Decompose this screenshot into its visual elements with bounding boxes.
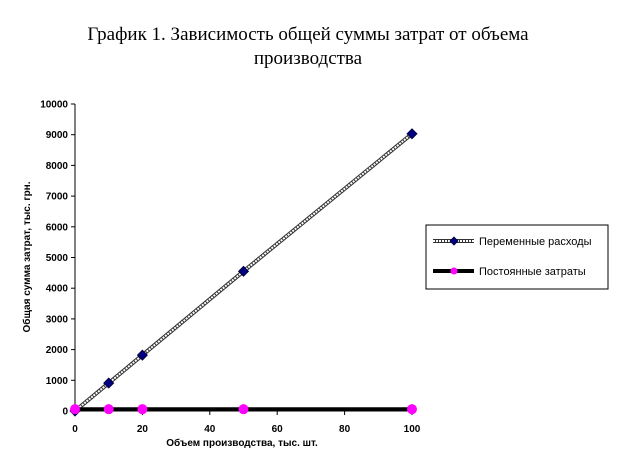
x-axis-ticks: 0 20 40 60 80 100	[72, 411, 421, 435]
data-point-diamond	[136, 349, 148, 361]
y-tick-label: 9000	[46, 130, 69, 141]
legend-label: Переменные расходы	[479, 236, 592, 248]
y-axis-label: Общая сумма затрат, тыс. грн.	[21, 181, 33, 332]
x-tick-label: 80	[339, 424, 351, 435]
y-tick-label: 2000	[46, 345, 69, 356]
y-tick-label: 10000	[40, 100, 68, 111]
series-1	[69, 128, 418, 417]
x-axis-label: Объем производства, тыс. шт.	[166, 437, 318, 449]
data-point-circle	[407, 404, 417, 415]
chart-title-line-1: График 1. Зависимость общей суммы затрат…	[87, 24, 529, 45]
x-tick-label: 100	[404, 424, 421, 435]
data-point-circle	[238, 404, 249, 415]
x-tick-label: 40	[204, 424, 216, 435]
data-point-circle	[103, 404, 114, 415]
data-point-diamond	[237, 265, 250, 277]
y-tick-label: 3000	[46, 314, 69, 325]
legend-item: Постоянные затраты	[433, 266, 586, 278]
legend: Переменные расходы Постоянные затраты	[425, 224, 609, 290]
x-tick-label: 60	[272, 424, 284, 435]
data-point-circle	[70, 404, 80, 415]
y-tick-label: 5000	[46, 253, 69, 264]
data-point-diamond	[406, 128, 418, 140]
data-point-circle	[450, 267, 458, 275]
y-tick-label: 0	[62, 407, 68, 418]
legend-box	[425, 224, 609, 290]
series-2	[70, 404, 417, 415]
plot-series	[69, 128, 418, 417]
data-point-diamond	[449, 236, 459, 246]
y-tick-label: 8000	[46, 161, 69, 172]
y-tick-label: 7000	[46, 192, 69, 203]
data-point-diamond	[103, 377, 115, 389]
y-axis-ticks: 0 1000 2000 3000 4000 5000 6000 7000 8000 9000 100…	[40, 100, 75, 418]
legend-item: Переменные расходы	[433, 236, 592, 248]
y-tick-label: 1000	[46, 376, 69, 387]
chart-title-line-2: производства	[254, 48, 363, 69]
data-point-circle	[137, 404, 148, 415]
y-tick-label: 4000	[46, 284, 69, 295]
legend-label: Постоянные затраты	[479, 266, 586, 278]
x-tick-label: 20	[137, 424, 149, 435]
x-tick-label: 0	[72, 424, 78, 435]
y-tick-label: 6000	[46, 222, 69, 233]
